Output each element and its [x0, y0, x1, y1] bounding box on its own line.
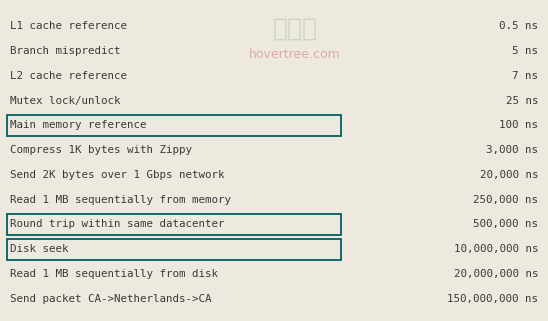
Text: Main memory reference: Main memory reference [10, 120, 146, 130]
Text: 150,000,000 ns: 150,000,000 ns [447, 294, 538, 304]
Text: Compress 1K bytes with Zippy: Compress 1K bytes with Zippy [10, 145, 192, 155]
Text: Read 1 MB sequentially from disk: Read 1 MB sequentially from disk [10, 269, 218, 279]
Text: Send packet CA->Netherlands->CA: Send packet CA->Netherlands->CA [10, 294, 212, 304]
Text: hovertree.com: hovertree.com [249, 48, 341, 60]
Text: Mutex lock/unlock: Mutex lock/unlock [10, 96, 121, 106]
Text: 20,000 ns: 20,000 ns [480, 170, 538, 180]
Text: Disk seek: Disk seek [10, 244, 68, 254]
Text: 100 ns: 100 ns [499, 120, 538, 130]
Text: Round trip within same datacenter: Round trip within same datacenter [10, 219, 225, 230]
Text: 3,000 ns: 3,000 ns [486, 145, 538, 155]
Text: 10,000,000 ns: 10,000,000 ns [454, 244, 538, 254]
Text: 5 ns: 5 ns [512, 46, 538, 56]
Text: 250,000 ns: 250,000 ns [473, 195, 538, 204]
Text: L1 cache reference: L1 cache reference [10, 22, 127, 31]
Text: 500,000 ns: 500,000 ns [473, 219, 538, 230]
Text: 0.5 ns: 0.5 ns [499, 22, 538, 31]
Text: Send 2K bytes over 1 Gbps network: Send 2K bytes over 1 Gbps network [10, 170, 225, 180]
Text: Read 1 MB sequentially from memory: Read 1 MB sequentially from memory [10, 195, 231, 204]
Text: L2 cache reference: L2 cache reference [10, 71, 127, 81]
Text: 何问起: 何问起 [272, 17, 317, 41]
Text: 7 ns: 7 ns [512, 71, 538, 81]
Text: 25 ns: 25 ns [505, 96, 538, 106]
Text: Branch mispredict: Branch mispredict [10, 46, 121, 56]
Text: 20,000,000 ns: 20,000,000 ns [454, 269, 538, 279]
